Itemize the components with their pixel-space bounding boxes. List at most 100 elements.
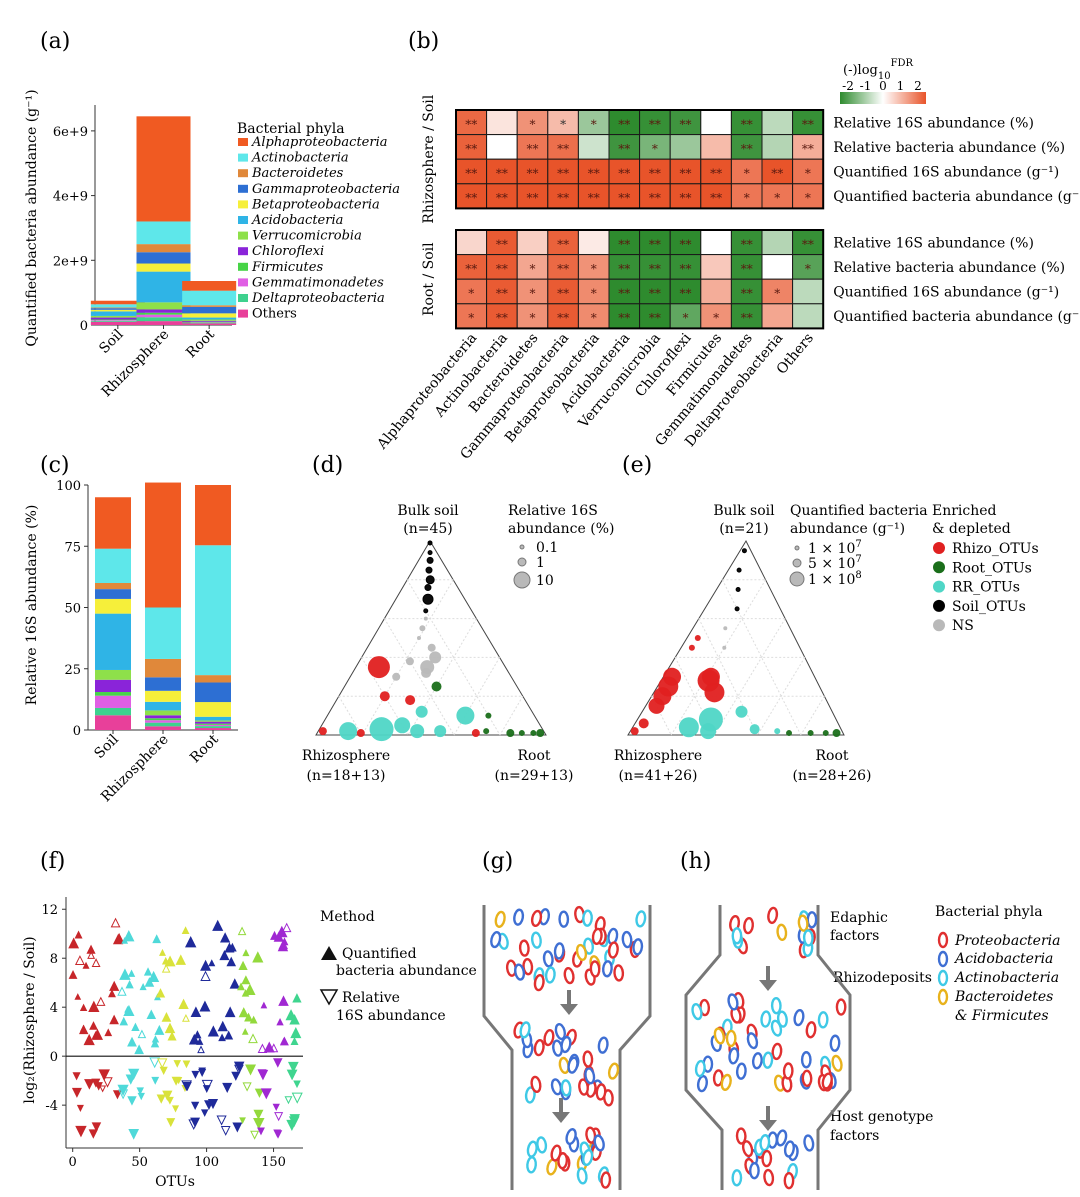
c-bar-root-deltaproteobacteria <box>195 726 231 729</box>
heat-star-1-2-6: ** <box>649 287 661 301</box>
chart-f-point-g0-13 <box>108 989 116 998</box>
h-label-edaphic-1: Edaphic <box>830 910 888 926</box>
a-bar-rhizosphere-verrucomicrobia <box>136 302 191 310</box>
h-legend-title: Bacterial phyla <box>935 904 1043 920</box>
a-bar-soil-firmicutes <box>90 319 145 321</box>
chart-f-point-g3-40 <box>219 950 230 961</box>
chart-e-legend-entry-rr-otus: RR_OTUs <box>952 580 1020 596</box>
h-legend-entry-proteobacteria: Proteobacteria <box>954 933 1060 949</box>
d-right-label: Root <box>517 748 550 764</box>
h-mid-cell-11 <box>720 1073 732 1091</box>
g-bottom-cell-13 <box>536 1136 548 1154</box>
chart-e-legend-title-1: Enriched <box>932 503 997 519</box>
d-point-root-34 <box>536 729 545 738</box>
c-bar-root-verrucomicrobia <box>195 720 231 722</box>
c-bar-soil-gemmatimonadetes <box>95 695 131 708</box>
c-bar-root-gemmatimonadetes <box>195 724 231 727</box>
e-point-rhizo-15 <box>638 718 649 729</box>
legend-filled-triangle-icon <box>321 946 337 960</box>
chart-f-point-g0-12 <box>112 1090 123 1100</box>
c-bar-root-actinobacteria <box>195 545 231 676</box>
a-bar-rhizosphere-deltaproteobacteria <box>136 317 191 322</box>
chart-f-point-g3-20 <box>220 932 231 943</box>
g-top-cell-6 <box>553 942 565 960</box>
h-mid-cell-42 <box>793 1008 805 1027</box>
chart-f-point-g0-10 <box>104 1028 113 1037</box>
e-point-rhizo-11 <box>648 697 665 714</box>
h-top-cell-13 <box>797 914 809 932</box>
heat-star-0-1-6: * <box>652 142 658 156</box>
g-mid-cell-23 <box>560 1035 572 1054</box>
g-bottom-cell-2 <box>576 1167 588 1185</box>
chart-f-point-g1-5 <box>131 1022 140 1031</box>
chart-f-point-g2-22 <box>182 1060 191 1069</box>
chart-f-ytick-label: 0 <box>50 1050 58 1065</box>
h-legend-entry-firmicutes: & Firmicutes <box>955 1008 1049 1024</box>
chart-f-point-g2-7 <box>167 1031 177 1041</box>
heat-cell-1-3-11 <box>792 303 824 329</box>
chart-f-point-g3-9 <box>226 956 237 967</box>
d-point-ns-9 <box>419 625 426 632</box>
chart-f-point-g1-4 <box>123 1004 135 1017</box>
chart-f-point-g4-0 <box>238 1007 249 1018</box>
heat-cell-1-0-2 <box>516 229 549 256</box>
chart-f-point-g3-39 <box>198 1068 207 1077</box>
chart-c-stacked-bar: Relative 16S abundance (%) 0 25 50 75 100 Soi… <box>24 479 238 805</box>
h-top-cell-6 <box>776 923 788 941</box>
chart-f-point-g0-17 <box>87 950 96 959</box>
g-mid-cell-0 <box>524 1086 536 1104</box>
heat-row-label-0-2: Quantified 16S abundance (g⁻¹) <box>833 165 1059 181</box>
chart-f-point-g0-27 <box>74 993 82 1000</box>
h-mid-cell-37 <box>782 1062 794 1080</box>
d-point-rr-26 <box>410 724 425 739</box>
chart-a-legend-swatch-bacteroidetes <box>238 169 248 178</box>
chart-f-point-g6-1 <box>293 1080 301 1089</box>
d-left-n: (n=18+13) <box>306 768 385 784</box>
chart-a-legend-entry-gammaproteobacteria: Gammaproteobacteria <box>252 182 400 197</box>
g-top-cell-30 <box>490 931 502 949</box>
h-mid-cell-35 <box>713 1027 726 1045</box>
chart-a-legend-entry-gemmatimonadetes: Gemmatimonadetes <box>252 275 384 290</box>
chart-f-point-g0-2 <box>82 961 90 969</box>
heat-cell-0-1-8 <box>700 134 732 160</box>
g-bottom-cell-15 <box>593 1134 605 1152</box>
chart-f-point-g1-18 <box>137 1029 147 1039</box>
chart-f-point-g3-34 <box>231 1071 241 1081</box>
chart-f-point-g5-15 <box>281 922 292 933</box>
chart-e-size-circle-1 <box>792 558 802 568</box>
c-bar-rhizosphere-chloroflexi <box>145 715 181 719</box>
chart-a-legend-title: Bacterial phyla <box>237 121 345 137</box>
chart-f-point-g2-21 <box>173 1060 182 1068</box>
heat-cell-0-0-7 <box>669 109 702 136</box>
d-point-rhizo-18 <box>379 691 390 702</box>
chart-f-point-g3-14 <box>191 1101 200 1111</box>
heat-star-0-2-1: ** <box>496 167 508 181</box>
c-bar-rhizosphere-actinobacteria <box>145 607 181 659</box>
chart-f-point-g6-7 <box>289 1114 301 1125</box>
d-point-rr-27 <box>434 725 447 738</box>
d-point-rhizo-30 <box>471 729 480 738</box>
heat-row-label-0-1: Relative bacteria abundance (%) <box>833 140 1065 156</box>
g-funnel-left-wall <box>482 905 514 1190</box>
chart-f-point-g2-11 <box>155 988 166 998</box>
e-top-n: (n=21) <box>719 521 769 537</box>
g-top-cell-39 <box>591 927 603 945</box>
d-point-soil-3 <box>425 566 433 574</box>
c-bar-soil-chloroflexi <box>95 679 131 693</box>
heat-star-0-3-5: ** <box>618 191 630 205</box>
chart-f-point-g4-18 <box>238 960 248 970</box>
h-mid-cell-36 <box>771 1042 783 1061</box>
chart-f-point-g0-29 <box>99 1085 107 1093</box>
chart-e-size-circle-0 <box>794 545 800 551</box>
chart-d-size-title-2: abundance (%) <box>508 521 614 537</box>
heat-star-1-0-7: ** <box>680 237 692 251</box>
heat-legend-bar <box>840 92 926 104</box>
chart-f-point-g4-19 <box>248 1033 258 1044</box>
chart-d-size-circle-2 <box>513 571 531 589</box>
heat-cell-0-1-7 <box>669 134 702 160</box>
chart-f-point-g2-20 <box>157 1058 168 1069</box>
d-top-label: Bulk soil <box>397 503 459 519</box>
h-mid-cell-14 <box>829 1034 841 1052</box>
heat-star-1-1-5: ** <box>618 262 630 276</box>
chart-f-point-g0-26 <box>76 1104 84 1112</box>
